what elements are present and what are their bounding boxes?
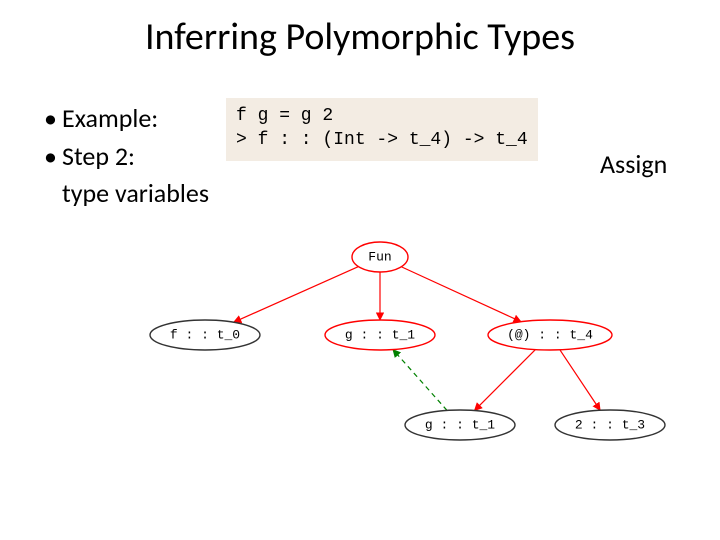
svg-text:2 : : t_3: 2 : : t_3 bbox=[575, 418, 645, 433]
svg-text:g : : t_1: g : : t_1 bbox=[345, 328, 415, 343]
bullet-label: Step 2: bbox=[62, 138, 135, 176]
diagram-node: (@) : : t_4 bbox=[488, 320, 612, 350]
bullet-item-example: • Example: bbox=[44, 100, 209, 138]
diagram-edge bbox=[234, 267, 359, 323]
code-example-box: f g = g 2 > f : : (Int -> t_4) -> t_4 bbox=[226, 98, 538, 161]
bullet-label: Example: bbox=[62, 100, 158, 138]
bullet-item-step2: • Step 2: bbox=[44, 138, 209, 176]
svg-text:Fun: Fun bbox=[368, 250, 391, 265]
svg-text:(@) : : t_4: (@) : : t_4 bbox=[507, 328, 593, 343]
bullet-label: type variables bbox=[62, 175, 209, 213]
svg-text:g : : t_1: g : : t_1 bbox=[425, 418, 495, 433]
bullet-marker: • bbox=[44, 138, 62, 176]
diagram-node: Fun bbox=[352, 242, 408, 272]
code-line-2: > f : : (Int -> t_4) -> t_4 bbox=[236, 130, 528, 150]
diagram-edge bbox=[393, 350, 447, 411]
diagram-node: g : : t_1 bbox=[325, 320, 435, 350]
diagram-node: 2 : : t_3 bbox=[555, 410, 665, 440]
bullet-item-typevars: • type variables bbox=[44, 175, 209, 213]
page-title: Inferring Polymorphic Types bbox=[0, 14, 720, 60]
svg-text:f : : t_0: f : : t_0 bbox=[170, 328, 240, 343]
code-line-1: f g = g 2 bbox=[236, 106, 333, 126]
diagram-edge bbox=[474, 350, 535, 411]
diagram-node: f : : t_0 bbox=[150, 320, 260, 350]
diagram-edge bbox=[560, 350, 600, 410]
bullet-list: • Example: • Step 2: • type variables bbox=[44, 100, 209, 213]
type-inference-diagram: Funf : : t_0g : : t_1(@) : : t_4g : : t_… bbox=[110, 235, 650, 485]
bullet-marker: • bbox=[44, 100, 62, 138]
diagram-edge bbox=[401, 267, 521, 322]
assign-label: Assign bbox=[600, 148, 667, 180]
diagram-node: g : : t_1 bbox=[405, 410, 515, 440]
